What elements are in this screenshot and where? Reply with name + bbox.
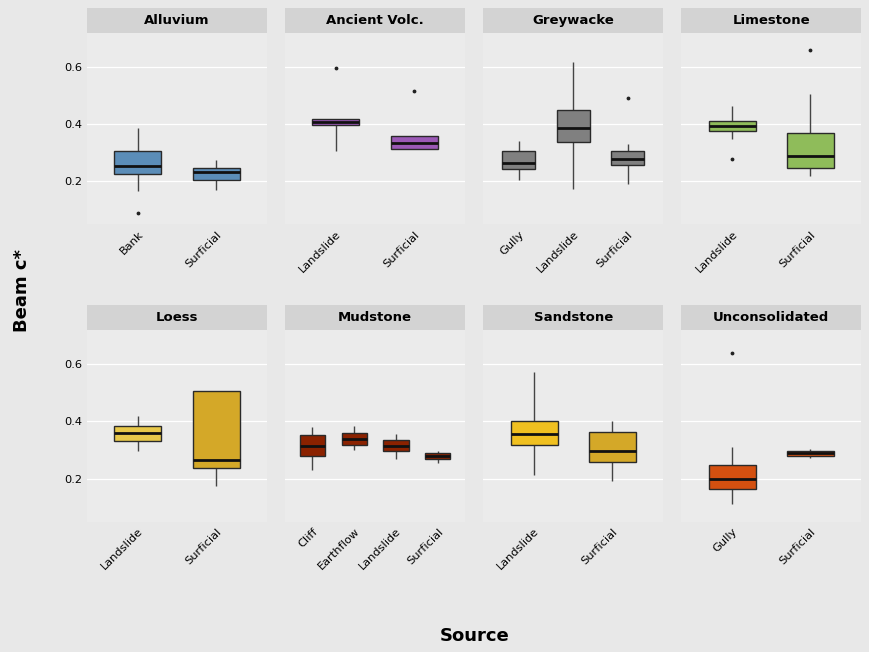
Bar <box>114 426 161 441</box>
Text: Greywacke: Greywacke <box>532 14 614 27</box>
Bar <box>383 440 408 451</box>
FancyBboxPatch shape <box>285 8 465 33</box>
FancyBboxPatch shape <box>482 305 662 330</box>
Bar <box>588 432 635 462</box>
FancyBboxPatch shape <box>87 305 267 330</box>
Bar <box>611 151 643 165</box>
Text: Sandstone: Sandstone <box>533 311 612 324</box>
Text: Ancient Volc.: Ancient Volc. <box>326 14 423 27</box>
Text: Mudstone: Mudstone <box>338 311 412 324</box>
Bar <box>501 151 534 169</box>
Bar <box>556 110 589 142</box>
FancyBboxPatch shape <box>87 8 267 33</box>
FancyBboxPatch shape <box>482 8 662 33</box>
Bar <box>708 465 755 489</box>
Bar <box>300 435 324 456</box>
FancyBboxPatch shape <box>680 8 860 33</box>
Bar <box>425 453 450 459</box>
Text: Limestone: Limestone <box>732 14 809 27</box>
Text: Loess: Loess <box>156 311 198 324</box>
Bar <box>510 421 557 445</box>
Bar <box>192 168 239 180</box>
Text: Unconsolidated: Unconsolidated <box>713 311 828 324</box>
Bar <box>786 134 833 168</box>
Bar <box>390 136 437 149</box>
Bar <box>114 151 161 174</box>
FancyBboxPatch shape <box>285 305 465 330</box>
Text: Source: Source <box>439 627 508 645</box>
Bar <box>342 434 367 445</box>
Bar <box>708 121 755 131</box>
Bar <box>786 451 833 456</box>
Bar <box>312 119 359 125</box>
Text: Alluvium: Alluvium <box>144 14 209 27</box>
Text: Beam c*: Beam c* <box>13 248 30 332</box>
FancyBboxPatch shape <box>680 305 860 330</box>
Bar <box>192 391 239 467</box>
